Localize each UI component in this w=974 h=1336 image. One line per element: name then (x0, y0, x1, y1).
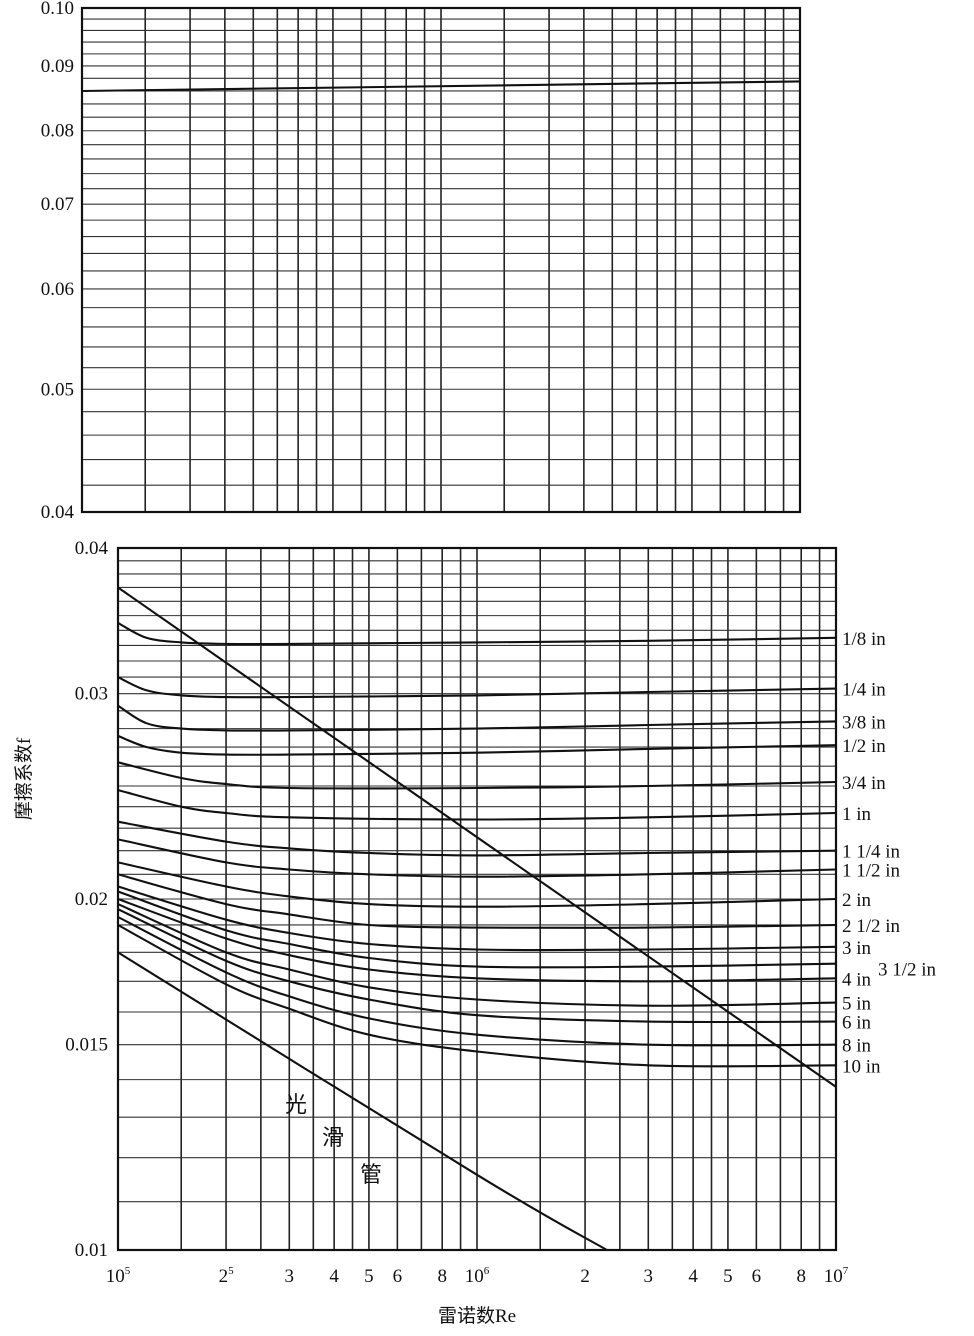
top-y-tick-label: 0.05 (41, 379, 74, 400)
series-label: 2 1/2 in (842, 916, 901, 937)
top-series-line (81, 80, 801, 93)
series-line-5-in (117, 903, 837, 1007)
series-label: 1 in (842, 804, 872, 825)
chart-labels: 1/8 in 1/4 in 3/8 in 1/2 in 3/4 in 1 in 1 1/4 … (13, 629, 937, 1327)
bottom-x-tick-label: 6 (393, 1266, 403, 1287)
series-line-1-8-in (117, 621, 837, 646)
series-label: 10 in (842, 1056, 881, 1077)
bottom-x-tick-label: 3 (644, 1266, 654, 1287)
bottom-y-tick-label: 0.03 (75, 684, 108, 705)
top-frame (80, 6, 802, 514)
series-label: 6 in (842, 1013, 872, 1034)
bottom-x-tick-label: 4 (688, 1266, 698, 1287)
bottom-x-tick-label: 8 (437, 1266, 447, 1287)
series-line-10-in (117, 924, 837, 1068)
y-axis-title: 摩擦系数f (13, 737, 35, 820)
bottom-x-tick-label: 25 (219, 1265, 235, 1287)
bottom-x-tick-label: 8 (796, 1266, 806, 1287)
series-line-6-in (117, 908, 837, 1024)
bottom-x-tick-label: 5 (364, 1266, 374, 1287)
x-axis-title: 雷诺数Re (438, 1305, 516, 1327)
series-label: 1/4 in (842, 680, 886, 701)
series-line-8-in (117, 916, 837, 1047)
top-y-tick-label: 0.10 (41, 0, 74, 19)
top-y-tick-label: 0.08 (41, 121, 74, 142)
bottom-x-tick-label: 6 (752, 1266, 762, 1287)
series-line-3-in (117, 885, 837, 952)
series-line-1-in (117, 789, 837, 821)
bottom-y-tick-label: 0.02 (75, 889, 108, 910)
series-line-3-4-in (117, 761, 837, 790)
bottom-y-tick-label: 0.04 (75, 538, 109, 559)
series-line-1-4-in (117, 676, 837, 699)
bottom-x-tick-label: 2 (580, 1266, 590, 1287)
bottom-x-tick-label: 107 (824, 1265, 849, 1287)
series-label: 3 1/2 in (878, 960, 937, 981)
series-line-1-1-4-in (117, 820, 837, 857)
top-y-tick-label: 0.04 (41, 502, 75, 523)
smooth-pipe-annotation: 管 (360, 1162, 382, 1187)
series-label: 3/8 in (842, 712, 886, 733)
series-label: 1 1/4 in (842, 842, 901, 863)
series-line-2-1-2-in (117, 873, 837, 930)
series-label: 5 in (842, 994, 872, 1015)
series-label: 8 in (842, 1036, 872, 1057)
top-chart-panel: 0.10 0.09 0.08 0.07 0.06 0.05 0.04 (41, 0, 802, 523)
series-line-1-2-in (117, 734, 837, 756)
bottom-x-tick-label: 4 (329, 1266, 339, 1287)
bottom-x-tick-label: 5 (723, 1266, 733, 1287)
top-y-tick-label: 0.06 (41, 279, 74, 300)
series-label: 3/4 in (842, 773, 886, 794)
bottom-x-tick-label: 105 (106, 1265, 131, 1287)
bottom-y-tick-label: 0.01 (75, 1240, 108, 1261)
series-label: 1 1/2 in (842, 860, 901, 881)
series-line-- (117, 951, 608, 1251)
diagonal-line (117, 586, 837, 1088)
series-line-3-1-2-in (117, 890, 837, 969)
smooth-pipe-annotation: 滑 (322, 1125, 344, 1150)
top-y-tick-label: 0.09 (41, 56, 74, 77)
series-line-4-in (117, 898, 837, 983)
series-label: 4 in (842, 969, 872, 990)
series-label: 3 in (842, 938, 872, 959)
bottom-x-tick-label: 3 (285, 1266, 295, 1287)
series-label: 1/2 in (842, 736, 886, 757)
series-label: 2 in (842, 890, 872, 911)
bottom-x-tick-label: 106 (465, 1265, 490, 1287)
top-y-tick-label: 0.07 (41, 194, 74, 215)
series-label: 1/8 in (842, 629, 886, 650)
bottom-y-tick-label: 0.015 (65, 1035, 108, 1056)
smooth-pipe-annotation: 光 (285, 1092, 307, 1117)
series-line-1-1-2-in (117, 838, 837, 878)
series-line-2-in (117, 861, 837, 908)
